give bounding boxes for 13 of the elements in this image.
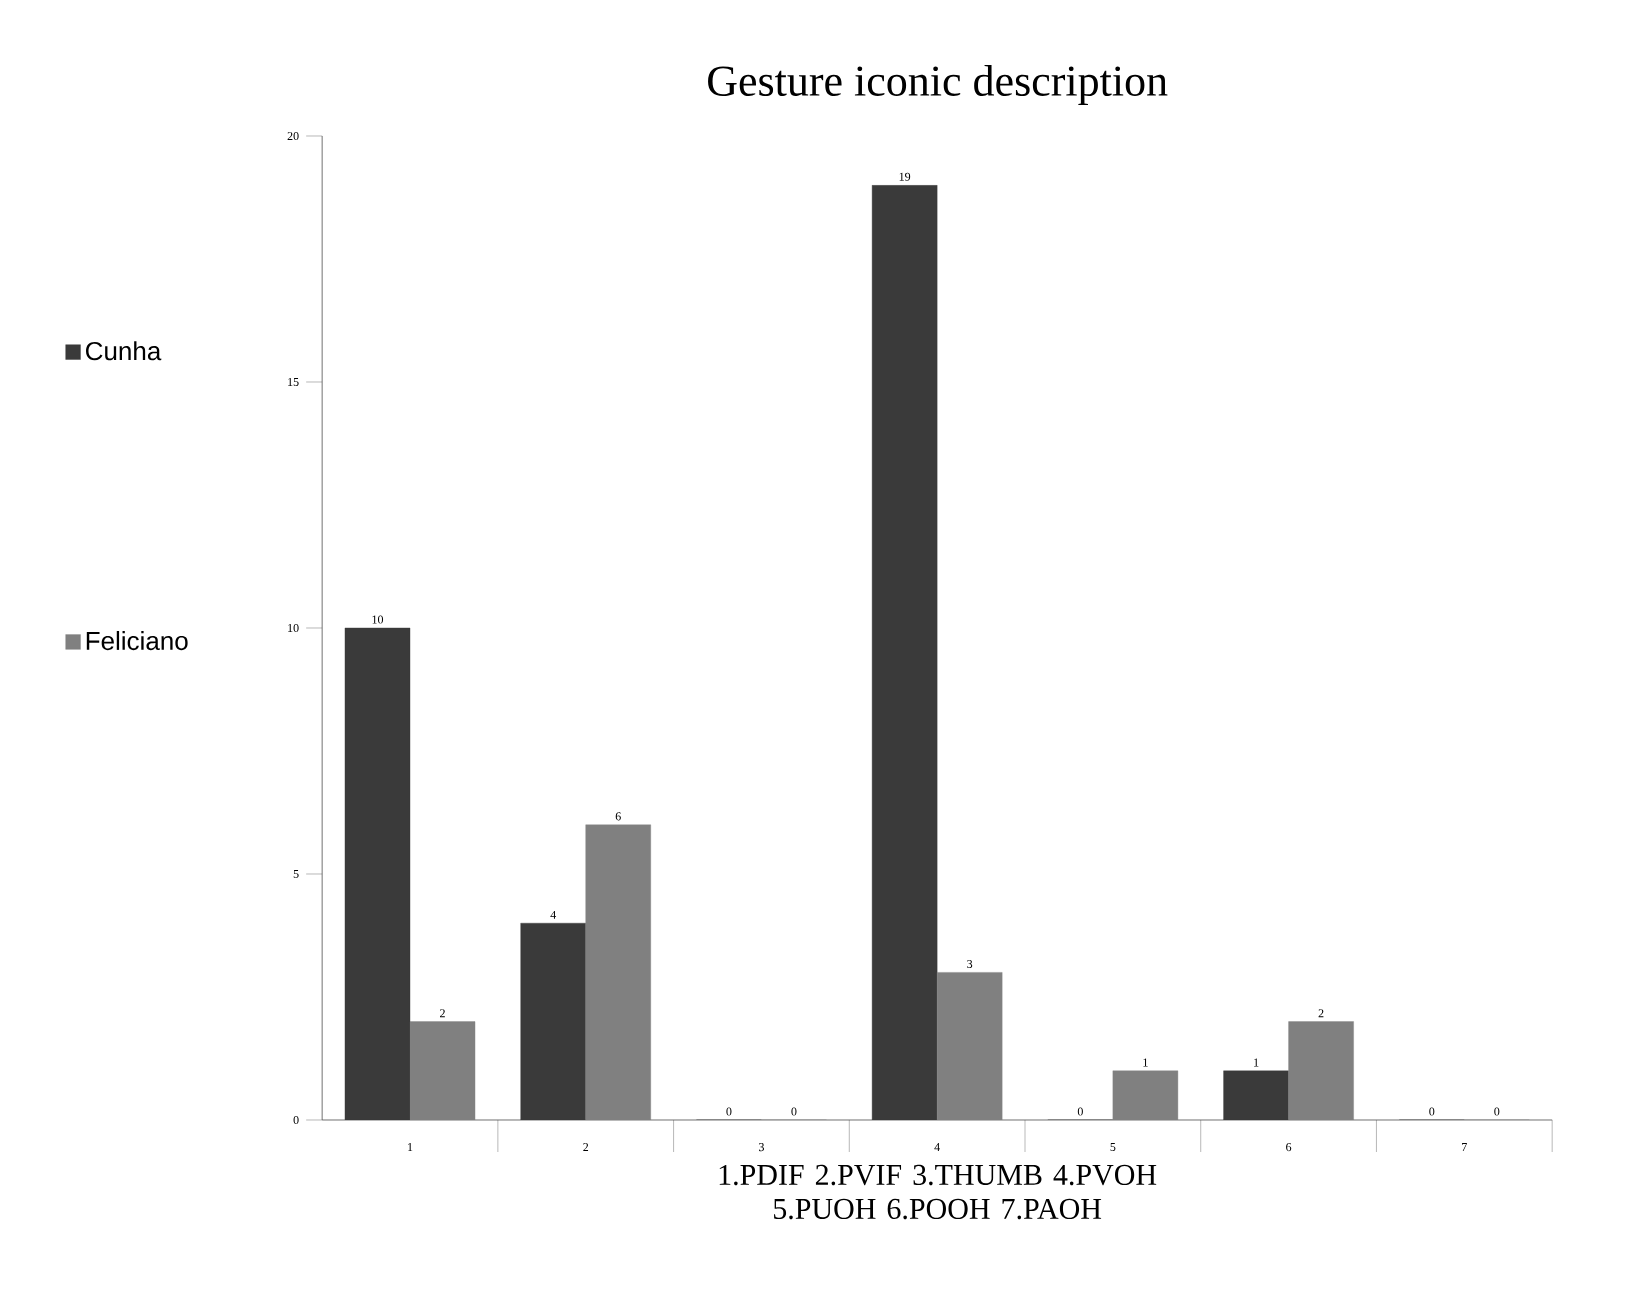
bar: [409, 1021, 476, 1120]
bar: [936, 972, 1003, 1120]
legend-label: Feliciano: [86, 631, 188, 651]
x-axis-title: 1.PDIF 2.PVIF 3.THUMB 4.PVOH 5.PUOH 6.POOH 7.PAOH: [719, 1164, 1157, 1220]
bar: [871, 184, 938, 1120]
bar: [1223, 1070, 1289, 1120]
legend-label: Cunha: [86, 341, 162, 361]
bar: [344, 627, 411, 1120]
bar: [1112, 1070, 1179, 1120]
chart-title: Gesture iconic description: [708, 65, 1168, 105]
bar: [1288, 1021, 1354, 1120]
bar: [585, 824, 651, 1120]
bar: [520, 922, 586, 1120]
